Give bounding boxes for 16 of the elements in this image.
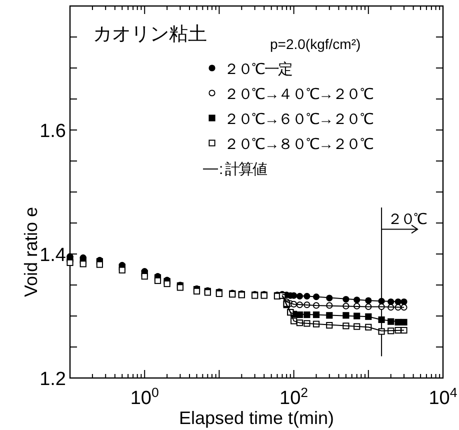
annotation: p=2.0(kgf/cm²) [270,36,361,52]
legend-label: ２０℃→６０℃→２０℃ [224,111,374,128]
x-axis-title: Elapsed time t(min) [178,408,334,428]
legend-label: ２０℃→８０℃→２０℃ [224,136,374,153]
y-axis-title: Void ratio e [21,206,41,298]
legend-label: : 計算値 [219,161,268,178]
legend-label: ２０℃→４０℃→２０℃ [224,86,374,103]
x-tick-label: 10$^{0}$ [130,384,159,409]
x-tick-label: 10$^{4}$ [428,384,458,409]
y-tick-label: 1.4 [40,245,66,266]
annotation: カオリン粘土 [93,24,207,45]
ref-line-label: ２０℃ [388,211,428,228]
y-tick-label: 1.2 [40,369,66,390]
y-tick-label: 1.6 [40,121,66,142]
legend-label: ２０℃一定 [224,61,294,78]
x-tick-label: 10$^{2}$ [280,384,308,409]
